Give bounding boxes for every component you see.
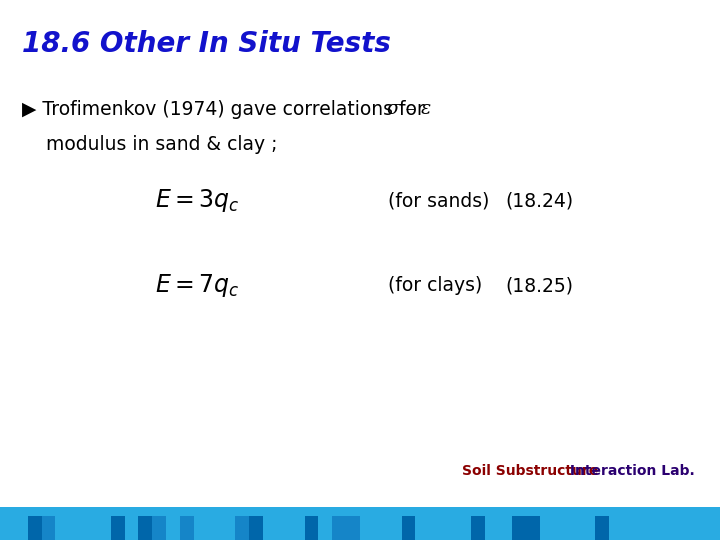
Bar xyxy=(678,516,693,540)
Bar xyxy=(485,516,498,540)
Bar xyxy=(166,516,180,540)
Bar xyxy=(513,516,526,540)
Bar xyxy=(97,516,111,540)
Text: (18.24): (18.24) xyxy=(505,191,573,211)
Bar xyxy=(83,516,97,540)
Bar xyxy=(194,516,207,540)
Bar xyxy=(263,516,277,540)
Bar xyxy=(222,516,235,540)
Bar xyxy=(595,516,609,540)
Bar xyxy=(138,516,153,540)
Bar xyxy=(0,507,720,516)
Bar xyxy=(318,516,333,540)
Text: Interaction Lab.: Interaction Lab. xyxy=(565,464,695,478)
Text: (for sands): (for sands) xyxy=(388,191,490,211)
Bar xyxy=(609,516,623,540)
Bar xyxy=(69,516,83,540)
Bar xyxy=(249,516,263,540)
Text: $E = 3q_c$: $E = 3q_c$ xyxy=(155,187,240,214)
Bar xyxy=(291,516,305,540)
Bar xyxy=(567,516,582,540)
Bar xyxy=(153,516,166,540)
Text: $E = 7q_c$: $E = 7q_c$ xyxy=(155,272,240,299)
Text: σ – ε: σ – ε xyxy=(375,100,431,118)
Bar xyxy=(582,516,595,540)
Bar xyxy=(360,516,374,540)
Bar xyxy=(387,516,402,540)
Bar xyxy=(623,516,637,540)
Bar xyxy=(540,516,554,540)
Bar xyxy=(14,516,27,540)
Bar xyxy=(651,516,665,540)
Bar xyxy=(42,516,55,540)
Bar xyxy=(305,516,318,540)
Bar xyxy=(111,516,125,540)
Text: ▶ Trofimenkov (1974) gave correlations for: ▶ Trofimenkov (1974) gave correlations f… xyxy=(22,100,425,119)
Bar xyxy=(333,516,346,540)
Bar xyxy=(277,516,291,540)
Bar xyxy=(554,516,567,540)
Bar xyxy=(346,516,360,540)
Bar xyxy=(526,516,540,540)
Bar xyxy=(498,516,513,540)
Text: 18.6 Other In Situ Tests: 18.6 Other In Situ Tests xyxy=(22,30,391,58)
Bar xyxy=(402,516,415,540)
Text: (18.25): (18.25) xyxy=(505,276,573,295)
Bar xyxy=(374,516,387,540)
Bar xyxy=(415,516,429,540)
Bar xyxy=(471,516,485,540)
Bar xyxy=(706,516,720,540)
Bar xyxy=(235,516,249,540)
Bar xyxy=(27,516,42,540)
Bar xyxy=(55,516,69,540)
Text: (for clays): (for clays) xyxy=(388,276,482,295)
Bar xyxy=(125,516,138,540)
Bar xyxy=(429,516,443,540)
Bar xyxy=(207,516,222,540)
Bar xyxy=(637,516,651,540)
Bar xyxy=(665,516,678,540)
Text: Soil Substructure: Soil Substructure xyxy=(462,464,598,478)
Bar xyxy=(443,516,457,540)
Text: modulus in sand & clay ;: modulus in sand & clay ; xyxy=(22,136,277,154)
Bar xyxy=(0,516,14,540)
Bar xyxy=(693,516,706,540)
Bar xyxy=(180,516,194,540)
Bar xyxy=(457,516,471,540)
